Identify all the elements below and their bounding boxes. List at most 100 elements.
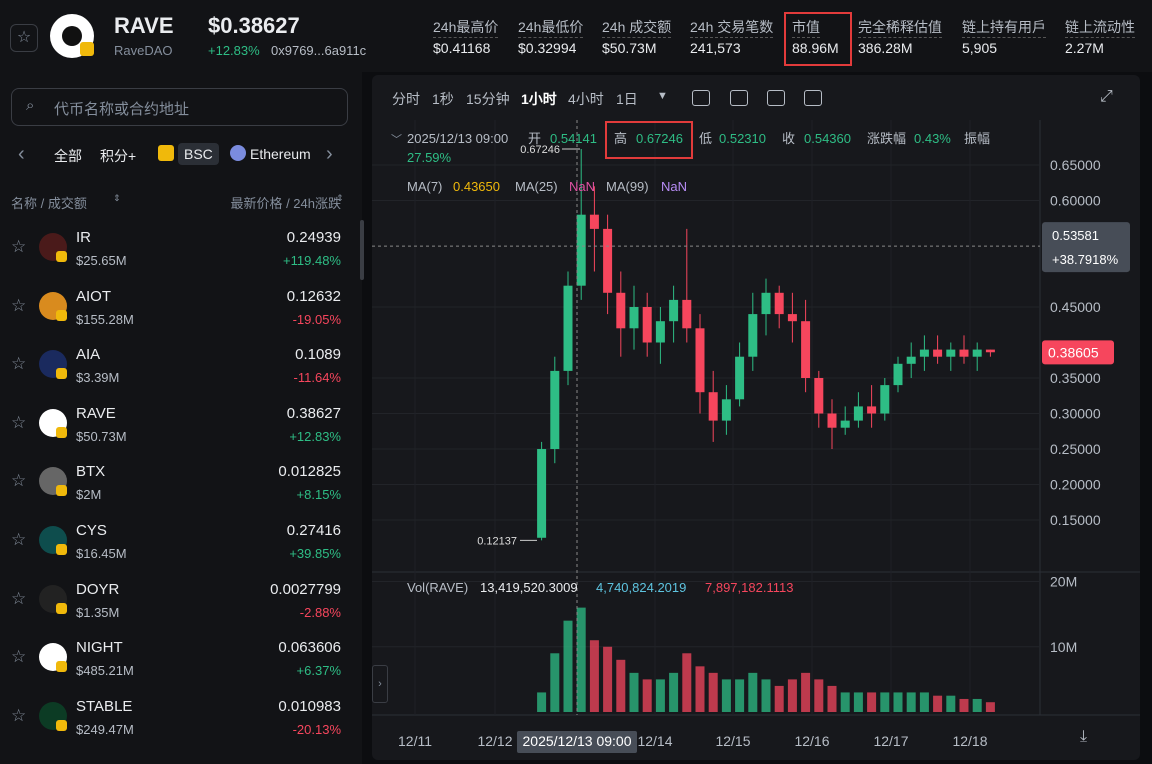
token-symbol[interactable]: RAVE xyxy=(76,404,116,422)
chain-tab[interactable]: 全部 xyxy=(54,148,82,164)
ohlc-legend: 开 xyxy=(528,131,541,146)
token-symbol[interactable]: AIA xyxy=(76,346,101,364)
stat-label: 24h 交易笔数 xyxy=(690,17,774,38)
favorite-star[interactable]: ☆ xyxy=(11,237,27,256)
tab-next[interactable]: › xyxy=(326,143,333,165)
token-price: 0.010983 xyxy=(278,697,341,715)
token-symbol[interactable]: IR xyxy=(76,229,91,246)
favorite-star[interactable]: ☆ xyxy=(11,588,27,608)
interval-button[interactable]: 1小时 xyxy=(521,91,557,107)
favorite-star[interactable]: ☆ xyxy=(11,647,27,667)
interval-button[interactable]: 15分钟 xyxy=(466,91,510,107)
tool-icon[interactable] xyxy=(804,90,822,106)
interval-button[interactable]: 分时 xyxy=(392,91,420,107)
chain-tab[interactable]: 积分+ xyxy=(100,148,137,164)
volume-legend: 4,740,824.2019 xyxy=(596,580,686,595)
contract-address[interactable]: 0x9769...6a911c xyxy=(271,43,367,58)
favorite-star[interactable]: ☆ xyxy=(11,412,27,432)
ohlc-legend: 0.67246 xyxy=(636,131,683,146)
volume-legend: 7,897,182.1113 xyxy=(705,580,793,595)
chain-tab[interactable]: Ethereum xyxy=(250,146,311,162)
volume-bar xyxy=(537,692,547,712)
chain-badge xyxy=(56,719,67,731)
search-box[interactable]: ⌕ 代币名称或合约地址 xyxy=(11,88,348,126)
token-change: +6.37% xyxy=(296,663,341,679)
favorite-star[interactable]: ☆ xyxy=(11,471,27,491)
token-change: +119.48% xyxy=(283,253,341,268)
ohlc-legend: 收 xyxy=(782,131,795,146)
token-symbol[interactable]: DOYR xyxy=(76,580,120,598)
ohlc-legend: 0.52310 xyxy=(719,131,766,146)
ohlc-legend: 0.43% xyxy=(914,131,951,146)
candle-body xyxy=(893,363,903,386)
expand-left[interactable]: › xyxy=(372,665,388,703)
candle-body xyxy=(919,349,929,357)
volume-bar xyxy=(959,698,969,712)
favorite-button[interactable]: ☆ xyxy=(10,24,38,52)
ohlc-legend: 2025/12/13 09:00 xyxy=(407,131,508,146)
token-symbol[interactable]: NIGHT xyxy=(76,639,123,657)
candle-body xyxy=(537,449,547,538)
tool-icon[interactable] xyxy=(767,90,785,106)
x-tick-label: 12/17 xyxy=(873,733,908,749)
token-symbol[interactable]: STABLE xyxy=(76,697,133,715)
token-symbol[interactable]: AIOT xyxy=(76,287,112,305)
token-price: 0.12632 xyxy=(286,287,341,305)
candle-body xyxy=(695,328,705,393)
fullscreen-icon[interactable]: ⤢ xyxy=(1100,88,1113,105)
reset-icon[interactable]: ⤓ xyxy=(1080,728,1088,745)
candle-body xyxy=(669,299,679,322)
chain-badge xyxy=(80,42,94,56)
chain-tab[interactable]: BSC xyxy=(178,143,219,165)
y-tick-label: 0.25000 xyxy=(1050,441,1101,457)
column-header[interactable]: 最新价格 / 24h涨跌 xyxy=(230,196,341,211)
token-volume: $155.28M xyxy=(76,311,134,327)
token-change: -11.64% xyxy=(293,370,341,386)
token-change: -19.05% xyxy=(292,311,341,327)
favorite-star[interactable]: ☆ xyxy=(11,295,27,315)
tab-prev[interactable]: ‹ xyxy=(18,143,25,165)
x-tick-label: 12/12 xyxy=(477,733,512,749)
token-change: +8.15% xyxy=(296,487,341,503)
y-tick-label: 0.30000 xyxy=(1050,406,1101,422)
token-change: +12.83% xyxy=(289,428,341,444)
token-volume: $16.45M xyxy=(76,546,127,561)
token-volume: $3.39M xyxy=(76,370,120,386)
token-price: 0.38627 xyxy=(286,404,341,422)
chain-badge xyxy=(56,309,67,321)
ma-legend: MA(25) xyxy=(515,179,558,194)
chain-badge xyxy=(56,368,67,380)
chain-badge xyxy=(56,485,67,497)
ohlc-legend: 低 xyxy=(699,131,712,146)
low-label: 0.12137 xyxy=(477,535,517,547)
candle-body xyxy=(576,214,586,286)
volume-bar xyxy=(906,692,916,712)
dropdown[interactable]: ▼ xyxy=(657,90,668,102)
stat-label: 24h 成交额 xyxy=(602,17,672,38)
volume-bar xyxy=(708,672,718,712)
favorite-star[interactable]: ☆ xyxy=(11,705,27,725)
token-symbol[interactable]: BTX xyxy=(76,463,106,481)
interval-button[interactable]: 1秒 xyxy=(432,91,454,107)
favorite-star[interactable]: ☆ xyxy=(11,530,27,549)
tool-icon[interactable] xyxy=(730,90,748,106)
token-symbol[interactable]: CYS xyxy=(76,522,107,539)
stat-value: $0.32994 xyxy=(518,40,577,56)
tool-icon[interactable] xyxy=(692,90,710,106)
stat-value: $0.41168 xyxy=(433,40,491,56)
candle-body xyxy=(721,399,731,421)
high-label: 0.67246 xyxy=(520,144,560,156)
volume-bar xyxy=(814,679,824,712)
stat-label: 24h最高价 xyxy=(433,17,499,38)
interval-button[interactable]: 1日 xyxy=(616,91,638,107)
volume-bar xyxy=(761,679,771,712)
candle-body xyxy=(550,370,560,450)
favorite-star[interactable]: ☆ xyxy=(11,354,27,374)
interval-button[interactable]: 4小时 xyxy=(568,91,604,107)
ma-legend: 0.43650 xyxy=(453,179,500,194)
volume-bar xyxy=(985,702,995,712)
column-header[interactable]: 名称 / 成交额 xyxy=(11,196,87,211)
x-tick-label: 12/14 xyxy=(637,733,672,749)
price-tag-change: +38.7918% xyxy=(1052,252,1119,267)
